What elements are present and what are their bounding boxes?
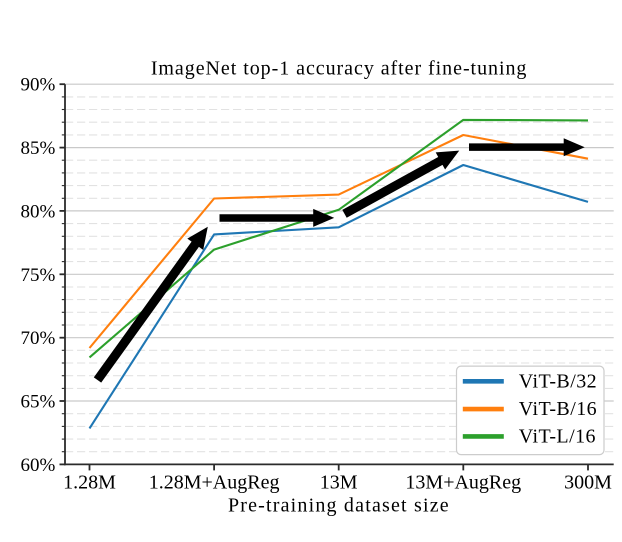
svg-text:ViT-B/32: ViT-B/32 (519, 370, 597, 392)
svg-text:ViT-L/16: ViT-L/16 (519, 426, 596, 448)
svg-text:13M+AugReg: 13M+AugReg (405, 472, 521, 494)
svg-text:1.28M+AugReg: 1.28M+AugReg (149, 472, 280, 494)
svg-text:65%: 65% (20, 392, 55, 413)
svg-text:300M: 300M (564, 472, 612, 494)
svg-text:80%: 80% (20, 201, 55, 222)
svg-text:60%: 60% (20, 455, 55, 476)
svg-text:ImageNet top-1 accuracy after: ImageNet top-1 accuracy after fine-tunin… (151, 57, 528, 79)
svg-text:1.28M: 1.28M (63, 472, 116, 494)
svg-text:ViT-B/16: ViT-B/16 (519, 398, 597, 420)
svg-text:90%: 90% (20, 75, 55, 96)
svg-text:75%: 75% (20, 265, 55, 286)
svg-text:85%: 85% (20, 138, 55, 159)
svg-text:70%: 70% (20, 328, 55, 349)
svg-text:13M: 13M (320, 472, 358, 494)
svg-text:Pre-training dataset size: Pre-training dataset size (228, 495, 450, 517)
